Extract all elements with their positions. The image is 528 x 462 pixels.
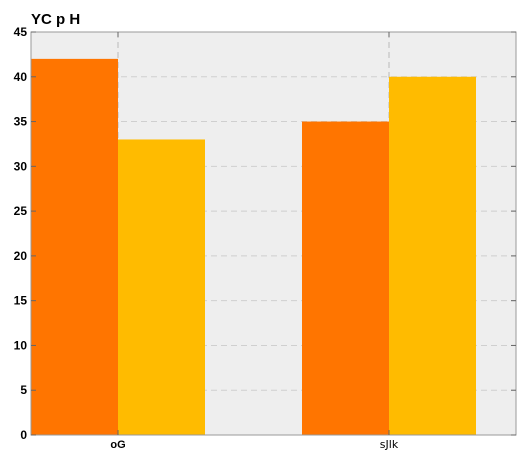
bars bbox=[31, 58, 476, 436]
y-tick-label: 45 bbox=[14, 25, 28, 39]
plot-frame bbox=[30, 31, 517, 436]
y-tick-label: 10 bbox=[14, 338, 28, 352]
chart-title: YC p H bbox=[31, 11, 80, 28]
x-axis: oG sJlk bbox=[110, 32, 399, 451]
bar-oG-series-1 bbox=[31, 58, 118, 435]
y-tick-label: 35 bbox=[14, 115, 28, 129]
y-tick-label: 20 bbox=[14, 249, 28, 263]
y-tick-label: 0 bbox=[20, 428, 27, 442]
y-tick-label: 5 bbox=[20, 383, 27, 397]
y-tick-label: 40 bbox=[14, 70, 28, 84]
x-tick-label: sJlk bbox=[380, 438, 399, 451]
bar-oG-series-2 bbox=[118, 139, 205, 435]
y-axis: 0 5 10 15 20 25 30 35 40 45 bbox=[14, 25, 516, 442]
y-tick-label: 25 bbox=[14, 204, 28, 218]
bar-sJlk-series-2 bbox=[389, 76, 476, 436]
y-tick-label: 15 bbox=[14, 294, 28, 308]
y-tick-label: 30 bbox=[14, 159, 28, 173]
bar-sJlk-series-1 bbox=[302, 121, 389, 436]
x-tick-label: oG bbox=[110, 439, 125, 451]
